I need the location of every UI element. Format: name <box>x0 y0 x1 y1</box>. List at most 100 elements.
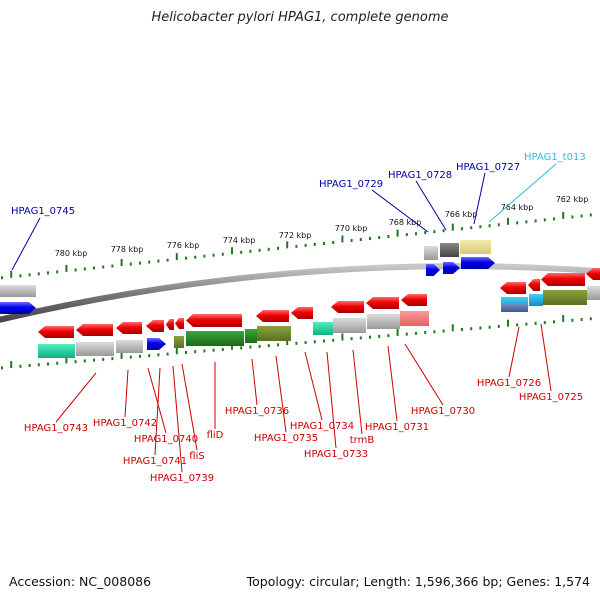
ruler-bottom-tick <box>194 350 197 354</box>
ruler-top-tick <box>10 270 13 278</box>
forward-gene-arrow <box>426 264 440 276</box>
ruler-top-tick <box>93 266 95 270</box>
ruler-top-tick <box>323 241 325 245</box>
ruler-top-tick <box>304 243 307 247</box>
bottom-gene-label: fliS <box>189 451 204 462</box>
gene-annotation-box <box>333 318 366 333</box>
genome-title: Helicobacter pylori HPAG1, complete geno… <box>151 10 449 25</box>
ruler-bottom-tick <box>405 332 408 336</box>
ruler-top-tick <box>562 211 565 219</box>
gene-annotation-box <box>529 294 543 306</box>
reverse-gene-arrow <box>291 307 313 319</box>
ruler-top-tick <box>479 225 482 229</box>
ruler-top-tick <box>28 273 31 277</box>
ruler-top-tick <box>378 236 381 240</box>
callout-line-bottom <box>275 355 287 433</box>
ruler-top-tick <box>37 272 40 276</box>
ruler-top-tick <box>580 214 583 218</box>
ruler-top-tick <box>461 227 463 231</box>
ruler-bottom-tick <box>185 351 187 354</box>
ruler-bottom-tick <box>28 364 31 368</box>
callout-line-bottom <box>540 323 552 392</box>
ruler-top-tick <box>433 230 436 234</box>
ruler-tick-label: 764 kbp <box>501 203 534 212</box>
ruler-top-tick <box>148 260 151 264</box>
gene-annotation-box <box>0 285 36 297</box>
callout-line-bottom <box>304 351 323 421</box>
ruler-top-tick <box>553 217 555 221</box>
ruler-bottom-tick <box>74 360 77 364</box>
ruler-bottom-tick <box>19 364 22 368</box>
ruler-bottom-tick <box>56 361 59 365</box>
reverse-gene-arrow <box>175 318 184 329</box>
ruler-bottom-tick <box>369 335 371 339</box>
reverse-gene-arrow <box>116 322 142 334</box>
ruler-tick-labels: 780 kbp 778 kbp 776 kbp 774 kbp 772 kbp 770 k… <box>55 195 589 258</box>
callout-line-bottom <box>124 369 129 418</box>
callout-line-bottom <box>508 326 520 378</box>
gene-annotation-box <box>76 342 114 356</box>
bottom-gene-label: HPAG1_0741 <box>123 456 187 467</box>
ruler-bottom-tick <box>589 317 592 321</box>
callout-line-top <box>415 180 447 231</box>
ruler-top-tick <box>258 248 261 252</box>
ruler-bottom-tick <box>286 338 289 346</box>
ruler-tick-label: 768 kbp <box>389 218 422 227</box>
ruler-top-tick <box>497 223 500 227</box>
callout-line-bottom <box>326 351 337 449</box>
ruler-top-tick <box>589 213 592 217</box>
ruler-bottom-tick <box>415 331 417 335</box>
ruler-bottom-tick <box>534 321 537 325</box>
ruler-bottom-tick <box>157 353 160 357</box>
gene-annotation-box <box>313 322 333 335</box>
ruler-bottom-tick <box>341 333 344 341</box>
forward-gene-arrow <box>443 262 460 274</box>
bottom-gene-labels: HPAG1_0743 HPAG1_0742 HPAG1_0740 HPAG1_0741… <box>24 378 583 484</box>
ruler-tick-label: 774 kbp <box>223 236 256 245</box>
ruler-top-tick <box>19 274 22 278</box>
ruler-top-tick <box>359 238 362 242</box>
ruler-bottom-tick <box>580 318 583 322</box>
gene-annotation-box <box>587 286 600 300</box>
bottom-gene-label: HPAG1_0735 <box>254 433 318 444</box>
ruler-top-tick <box>295 244 298 248</box>
bottom-gene-label: HPAG1_0742 <box>93 418 157 429</box>
ruler-top-tick <box>185 256 187 260</box>
ruler-top-tick <box>415 232 417 236</box>
ruler-bottom-tick <box>83 359 86 363</box>
ruler-top-tick <box>166 258 169 262</box>
ruler-top-tick <box>65 264 68 272</box>
ruler-top-tick <box>313 242 316 246</box>
ruler-tick-label: 780 kbp <box>55 249 88 258</box>
ruler-top-tick <box>442 229 445 233</box>
bottom-gene-label: HPAG1_0726 <box>477 378 541 389</box>
ruler-bottom-tick <box>553 320 555 324</box>
reverse-gene-arrow <box>331 301 364 313</box>
gene-annotation-box <box>460 240 491 254</box>
bottom-gene-label: HPAG1_0743 <box>24 423 88 434</box>
ruler-top-tick <box>405 233 408 237</box>
ruler-top-tick <box>571 215 574 219</box>
ruler-bottom-tick <box>10 361 13 369</box>
ruler-bottom-tick <box>1 366 3 370</box>
bottom-gene-label: HPAG1_0725 <box>519 392 583 403</box>
ruler-bottom-tick <box>359 336 362 340</box>
callout-line-bottom <box>172 365 183 473</box>
ruler-bottom-tick <box>212 348 215 352</box>
gene-annotation-box <box>543 290 587 305</box>
ruler-bottom-tick <box>111 357 114 361</box>
bottom-gene-label: HPAG1_0730 <box>411 406 475 417</box>
reverse-gene-arrow <box>586 268 600 280</box>
ruler-tick-label: 776 kbp <box>167 241 200 250</box>
reverse-gene-arrow <box>146 320 164 332</box>
ruler-top-tick <box>102 265 105 269</box>
ruler-top-tick <box>83 267 86 271</box>
ruler-top-tick <box>525 220 528 224</box>
ruler-bottom-tick <box>129 355 132 359</box>
ruler-top-tick <box>341 235 344 243</box>
ruler-bottom-tick <box>139 354 141 358</box>
genome-summary-text: Topology: circular; Length: 1,596,366 bp… <box>246 574 590 589</box>
bottom-gene-label: trmB <box>350 435 375 446</box>
ruler-top-tick <box>157 259 160 263</box>
callout-line-bottom <box>387 345 398 422</box>
